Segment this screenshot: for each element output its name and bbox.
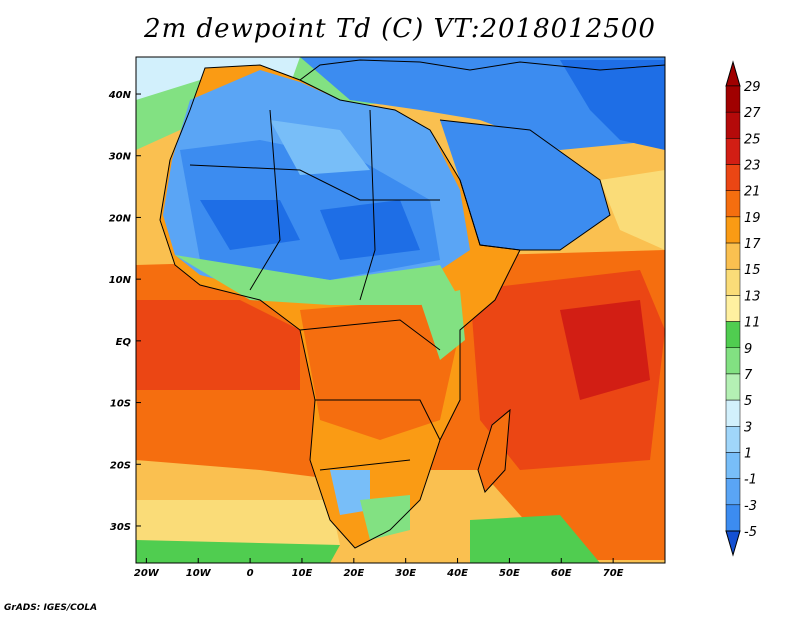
colorbar-segment — [725, 347, 741, 375]
colorbar-label: 11 — [744, 316, 761, 331]
colorbar-label: 23 — [744, 159, 761, 174]
colorbar-segment — [725, 373, 741, 401]
lat-tick-label: 30N — [109, 152, 132, 163]
border-line-3 — [359, 109, 376, 301]
gulf-guinea-humid — [136, 300, 300, 390]
colorbar-segment — [725, 426, 741, 453]
lon-tick-label: 10E — [292, 568, 313, 579]
colorbar-label: 19 — [744, 211, 761, 226]
colorbar-under-triangle — [725, 530, 741, 557]
indian-ocean-core — [560, 300, 650, 400]
lat-tick-label: 30S — [110, 522, 131, 533]
lon-tick-label: 30E — [395, 568, 416, 579]
border-line-5 — [315, 399, 441, 441]
border-line-4 — [299, 319, 441, 351]
colorbar-segment — [725, 295, 741, 322]
latitude-axis: 40N 30N 20N 10N EQ 10S 20S 30S — [108, 90, 141, 533]
colorbar-label: 1 — [744, 446, 752, 461]
map-title: 2m dewpoint Td (C) VT:2018012500 — [144, 14, 656, 44]
coastlines-borders — [159, 59, 665, 549]
colorbar-segment — [725, 85, 741, 113]
plot-frame — [135, 56, 666, 564]
longitude-axis: 20W 10W 0 10E 20E 30E 40E 50E 60E 70E — [134, 558, 624, 579]
colorbar-segment — [725, 399, 741, 427]
lon-tick-label: 60E — [551, 568, 572, 579]
colorbar-segment — [725, 504, 741, 532]
colorbar-label: 9 — [744, 342, 752, 357]
colorbar-segment — [725, 190, 741, 218]
libya-algeria-dry — [270, 120, 370, 175]
colorbar-segment — [725, 452, 741, 479]
colorbar-label: 7 — [744, 368, 753, 383]
colorbar-label: 3 — [744, 420, 752, 435]
colorbar-label: 15 — [744, 263, 761, 278]
colorbar-segment — [725, 478, 741, 506]
lat-tick-label: EQ — [116, 337, 132, 348]
lat-tick-label: 20N — [109, 213, 132, 224]
lon-tick-label: 10W — [186, 568, 212, 579]
lat-tick-label: 10N — [109, 275, 132, 286]
south-atlantic-band — [136, 500, 340, 550]
lon-tick-label: 70E — [603, 568, 624, 579]
lon-tick-label: 40E — [446, 568, 468, 579]
south-atlantic-green — [136, 540, 340, 563]
colorbar-label: 25 — [744, 132, 761, 147]
lon-tick-label: 0 — [247, 568, 254, 579]
colorbar-label: 21 — [744, 185, 761, 200]
chad-sudan-driest — [320, 200, 420, 260]
credit-label: GrADS: IGES/COLA — [4, 603, 98, 613]
mali-mauritania-driest — [200, 200, 300, 250]
africa-coastline — [159, 64, 521, 549]
colorbar-label: -5 — [744, 525, 757, 540]
colorbar-label: 29 — [744, 80, 761, 95]
colorbar-label: 17 — [744, 237, 761, 252]
dewpoint-field — [136, 57, 665, 563]
colorbar-label: 5 — [744, 394, 752, 409]
arabia-dry — [440, 120, 610, 250]
colorbar-segment — [725, 216, 741, 244]
border-line-2 — [249, 109, 281, 291]
lat-tick-label: 10S — [110, 399, 131, 410]
lon-tick-label: 50E — [499, 568, 520, 579]
colorbar-segment — [725, 268, 741, 296]
colorbar-segment — [725, 242, 741, 270]
colorbar-segment — [725, 164, 741, 191]
arabian-sea-band — [600, 170, 665, 250]
lat-tick-label: 20S — [110, 460, 131, 471]
lon-tick-label: 20W — [134, 568, 160, 579]
europe-coastline — [299, 59, 665, 81]
colorbar-label: 27 — [744, 106, 761, 121]
arabia-coastline — [439, 119, 611, 251]
colorbar-segment — [725, 138, 741, 165]
colorbar-segment — [725, 321, 741, 349]
lon-tick-label: 20E — [343, 568, 364, 579]
colorbar-over-triangle — [725, 60, 741, 87]
south-indian-green — [470, 515, 600, 563]
colorbar-label: -1 — [744, 473, 757, 488]
south-africa-green — [360, 495, 410, 540]
namibia-dry — [330, 470, 370, 515]
sahel-green — [175, 255, 460, 305]
border-line-1 — [189, 164, 440, 201]
colorbar-label: 13 — [744, 289, 761, 304]
lat-tick-label: 40N — [108, 90, 132, 101]
border-line-6 — [319, 459, 411, 471]
iran-asia-dry — [560, 60, 665, 150]
madagascar — [477, 408, 511, 493]
colorbar-label: -3 — [744, 499, 757, 514]
colorbar-segment — [725, 111, 741, 139]
ethiopia-kenya-highlands — [420, 290, 465, 360]
